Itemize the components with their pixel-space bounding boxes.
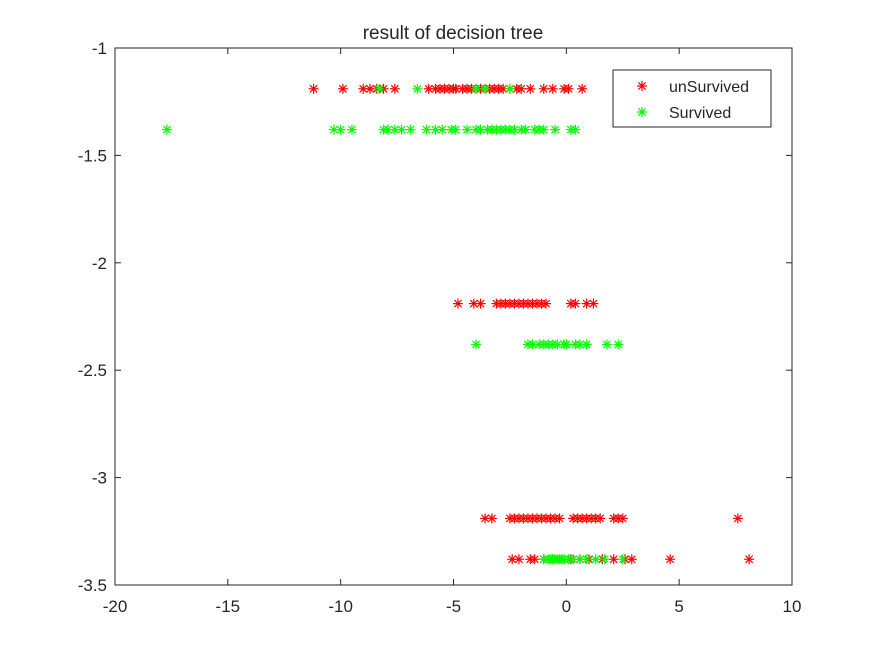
- plot-frame: [114, 47, 793, 586]
- data-point-unsurvived: [547, 83, 558, 94]
- data-point-unsurvived: [475, 298, 486, 309]
- legend-marker-survived: [637, 107, 647, 117]
- legend-marker-unsurvived: [637, 81, 647, 91]
- x-tick-label: -10: [328, 597, 353, 616]
- data-point-survived: [590, 554, 601, 565]
- data-point-survived: [613, 339, 624, 350]
- plot-area: [115, 48, 792, 585]
- data-point-unsurvived: [732, 513, 743, 524]
- legend: unSurvived Survived: [612, 69, 772, 128]
- data-point-survived: [552, 339, 563, 350]
- data-point-survived: [335, 124, 346, 135]
- data-point-unsurvived: [507, 554, 518, 565]
- data-point-survived: [161, 124, 172, 135]
- data-point-survived: [581, 554, 592, 565]
- x-tick-label: 10: [783, 597, 802, 616]
- data-point-unsurvived: [529, 554, 540, 565]
- data-point-unsurvived: [389, 83, 400, 94]
- data-point-survived: [550, 124, 561, 135]
- data-point-survived: [405, 124, 416, 135]
- data-point-survived: [581, 339, 592, 350]
- data-point-unsurvived: [617, 513, 628, 524]
- y-tick-label: -2: [92, 254, 107, 273]
- data-point-survived: [471, 339, 482, 350]
- data-point-survived: [374, 83, 385, 94]
- y-tick-label: -3.5: [78, 576, 107, 595]
- y-tick-label: -1: [92, 39, 107, 58]
- x-tick-label: -15: [216, 597, 241, 616]
- data-point-survived: [471, 83, 482, 94]
- data-point-unsurvived: [665, 554, 676, 565]
- data-point-survived: [570, 124, 581, 135]
- data-point-survived: [599, 554, 610, 565]
- data-point-survived: [450, 124, 461, 135]
- x-tick-label: 5: [674, 597, 683, 616]
- chart-title: result of decision tree: [363, 23, 544, 44]
- axis-ticks: -20 -15 -10 -5 0 5 10 -1 -1.5 -2 -2.5 -3 -3.5: [78, 39, 802, 616]
- data-point-unsurvived: [486, 513, 497, 524]
- data-point-unsurvived: [563, 83, 574, 94]
- data-point-unsurvived: [626, 554, 637, 565]
- legend-label-unsurvived: unSurvived: [669, 79, 749, 96]
- series-survived: [161, 83, 628, 565]
- data-point-survived: [346, 124, 357, 135]
- legend-marker-icon: [637, 81, 647, 91]
- x-tick-label: 0: [562, 597, 571, 616]
- data-point-survived: [520, 124, 531, 135]
- data-point-survived: [421, 124, 432, 135]
- data-point-unsurvived: [308, 83, 319, 94]
- legend-box: [612, 69, 772, 128]
- data-point-unsurvived: [577, 83, 588, 94]
- data-point-survived: [561, 339, 572, 350]
- data-point-unsurvived: [541, 298, 552, 309]
- data-point-unsurvived: [744, 554, 755, 565]
- legend-label-survived: Survived: [669, 105, 731, 122]
- data-point-survived: [601, 339, 612, 350]
- data-point-unsurvived: [453, 298, 464, 309]
- data-point-unsurvived: [608, 554, 619, 565]
- data-point-unsurvived: [337, 83, 348, 94]
- y-tick-label: -3: [92, 469, 107, 488]
- x-tick-label: -5: [446, 597, 461, 616]
- legend-marker-icon: [637, 107, 647, 117]
- data-point-unsurvived: [554, 513, 565, 524]
- data-point-unsurvived: [595, 513, 606, 524]
- data-point-unsurvived: [525, 83, 536, 94]
- data-point-unsurvived: [513, 554, 524, 565]
- data-point-survived: [480, 83, 491, 94]
- data-point-survived: [328, 124, 339, 135]
- data-points: [161, 83, 755, 565]
- y-tick-label: -1.5: [78, 146, 107, 165]
- data-point-survived: [437, 124, 448, 135]
- data-point-survived: [538, 124, 549, 135]
- data-point-unsurvived: [588, 298, 599, 309]
- y-tick-label: -2.5: [78, 361, 107, 380]
- data-point-survived: [462, 124, 473, 135]
- data-point-unsurvived: [516, 83, 527, 94]
- data-point-survived: [504, 83, 515, 94]
- data-point-unsurvived: [570, 298, 581, 309]
- x-tick-label: -20: [103, 597, 128, 616]
- data-point-survived: [396, 124, 407, 135]
- data-point-survived: [617, 554, 628, 565]
- data-point-unsurvived: [538, 83, 549, 94]
- data-point-survived: [412, 83, 423, 94]
- data-point-unsurvived: [365, 83, 376, 94]
